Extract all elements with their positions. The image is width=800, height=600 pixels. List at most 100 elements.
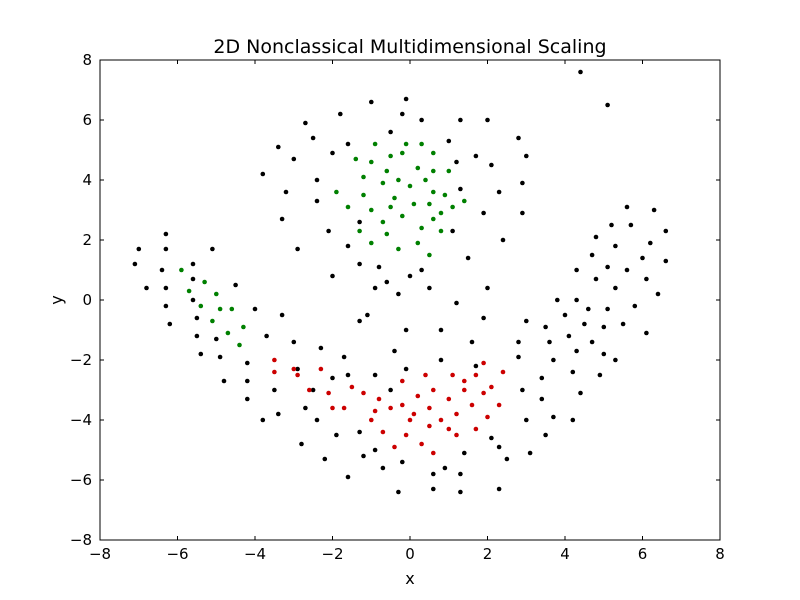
data-point: [372, 447, 378, 453]
data-point: [314, 177, 320, 183]
data-point: [419, 441, 424, 447]
data-point: [423, 177, 428, 183]
data-point: [462, 198, 467, 204]
data-point: [543, 432, 548, 438]
data-point: [574, 267, 579, 273]
data-point: [407, 273, 413, 279]
data-point: [194, 315, 200, 321]
data-point: [396, 177, 401, 183]
data-point: [551, 357, 556, 363]
data-point: [314, 198, 320, 204]
data-point: [489, 162, 494, 168]
data-point: [419, 141, 424, 147]
data-point: [481, 210, 486, 216]
data-point: [446, 138, 452, 144]
data-point: [357, 318, 362, 324]
data-point: [202, 279, 207, 285]
data-point: [431, 450, 436, 456]
data-point: [392, 348, 397, 354]
data-point: [190, 261, 196, 267]
data-point: [330, 273, 335, 279]
data-point: [543, 324, 548, 330]
data-point: [489, 384, 494, 390]
data-point: [210, 246, 215, 252]
data-point: [496, 486, 502, 492]
data-point: [372, 141, 378, 147]
data-point: [663, 258, 669, 264]
x-tick-label: −6: [166, 545, 188, 563]
data-point: [400, 213, 405, 219]
y-tick-label: 2: [82, 231, 92, 249]
data-point: [473, 153, 479, 159]
data-point: [450, 228, 455, 234]
data-point: [388, 129, 393, 135]
data-point: [392, 195, 397, 201]
data-point: [481, 315, 486, 321]
data-point: [454, 159, 459, 165]
data-point: [330, 405, 335, 411]
data-point: [539, 375, 545, 381]
data-point: [272, 387, 277, 393]
data-point: [388, 387, 393, 393]
data-point: [163, 246, 169, 252]
data-point: [431, 471, 436, 477]
data-point: [485, 117, 490, 123]
data-point: [419, 267, 424, 273]
data-point: [291, 156, 297, 162]
data-point: [361, 174, 366, 180]
data-point: [411, 411, 417, 417]
data-point: [318, 345, 324, 351]
data-point: [403, 96, 409, 102]
data-point: [132, 261, 138, 267]
data-point: [369, 159, 374, 165]
data-point: [473, 426, 479, 432]
x-tick-label: −2: [321, 545, 343, 563]
data-point: [578, 390, 583, 396]
data-point: [330, 375, 335, 381]
x-axis-label: x: [405, 569, 414, 588]
data-point: [198, 351, 204, 357]
data-point: [361, 192, 366, 198]
data-point: [279, 216, 285, 222]
data-point: [345, 474, 351, 480]
data-point: [403, 327, 409, 333]
x-tick-label: −8: [89, 545, 111, 563]
x-tick-label: 6: [638, 545, 648, 563]
data-point: [458, 186, 463, 192]
data-point: [431, 387, 436, 393]
data-point: [454, 432, 459, 438]
data-point: [458, 117, 463, 123]
data-point: [609, 222, 614, 228]
data-point: [136, 246, 142, 252]
data-point: [582, 321, 587, 327]
data-point: [310, 135, 316, 141]
data-point: [361, 453, 366, 459]
data-point: [252, 306, 258, 312]
data-point: [384, 231, 390, 237]
data-point: [489, 435, 494, 441]
data-point: [427, 285, 432, 291]
data-point: [454, 300, 459, 306]
data-point: [462, 450, 467, 456]
data-point: [644, 330, 649, 336]
data-point: [485, 285, 490, 291]
data-point: [345, 204, 351, 210]
data-point: [372, 372, 378, 378]
data-point: [229, 306, 235, 312]
x-tick-label: 2: [483, 545, 493, 563]
data-point: [632, 303, 638, 309]
data-point: [264, 333, 269, 339]
data-point: [407, 183, 413, 189]
data-point: [520, 210, 525, 216]
data-point: [624, 204, 630, 210]
data-point: [345, 372, 351, 378]
data-point: [438, 357, 444, 363]
data-point: [349, 384, 355, 390]
data-point: [620, 321, 626, 327]
x-tick-label: −4: [244, 545, 266, 563]
data-point: [446, 396, 452, 402]
data-point: [651, 207, 657, 213]
y-axis-label: y: [47, 295, 66, 304]
data-point: [613, 243, 618, 249]
